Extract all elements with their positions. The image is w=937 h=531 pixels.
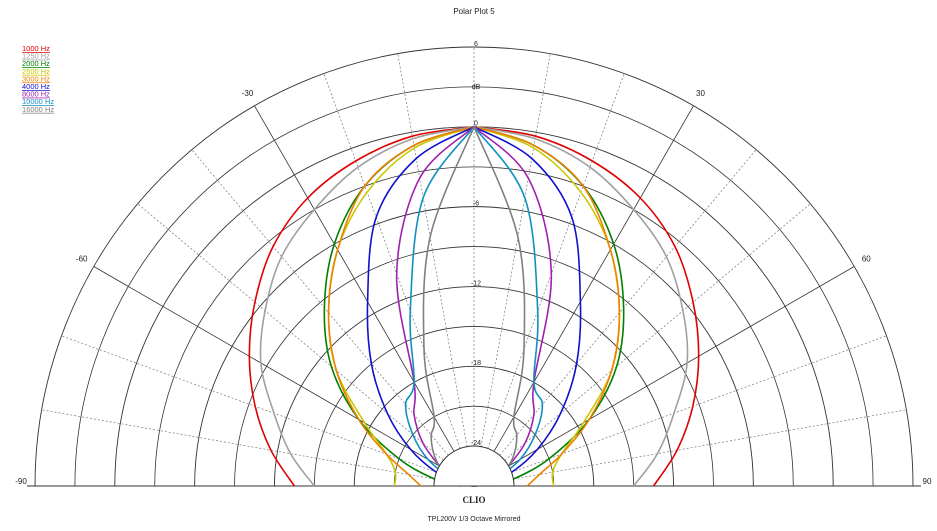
polar-curve bbox=[395, 126, 475, 487]
legend-entry: 16000 Hz bbox=[22, 105, 54, 114]
angle-grid-line bbox=[480, 53, 551, 447]
r-unit: dB bbox=[472, 84, 481, 91]
angle-grid-line bbox=[397, 53, 468, 447]
legend-entry: 10000 Hz bbox=[22, 97, 54, 106]
legend-entry: 8000 Hz bbox=[22, 90, 50, 99]
angle-grid-line bbox=[504, 203, 811, 461]
angle-tick-label: -90 bbox=[15, 477, 27, 486]
r-tick-label: -18 bbox=[471, 360, 481, 367]
polar-curve bbox=[473, 126, 700, 487]
r-tick-label: 6 bbox=[474, 41, 478, 48]
polar-curve bbox=[473, 126, 553, 487]
center-hole bbox=[433, 445, 515, 487]
r-tick-label: -24 bbox=[471, 440, 481, 447]
r-tick-label: 0 bbox=[474, 121, 478, 128]
polar-curve bbox=[259, 126, 475, 487]
angle-grid-line bbox=[511, 335, 887, 473]
angle-grid-line bbox=[499, 149, 757, 456]
angle-tick-label: 30 bbox=[696, 89, 705, 98]
chart-subtitle: TPL200V 1/3 Octave Mirrored bbox=[428, 516, 521, 523]
ring-grid bbox=[34, 46, 914, 487]
ring-grid bbox=[154, 166, 794, 487]
polar-curve bbox=[473, 126, 621, 487]
ring-grid bbox=[74, 86, 874, 487]
polar-curve bbox=[473, 126, 689, 487]
polar-curve bbox=[327, 126, 475, 487]
legend-entry: 2500 Hz bbox=[22, 67, 50, 76]
angle-grid-line bbox=[323, 73, 461, 449]
angle-tick-label: 60 bbox=[862, 255, 871, 264]
legend-entry: 4000 Hz bbox=[22, 82, 50, 91]
polar-curve bbox=[327, 126, 475, 487]
angle-tick-label: -30 bbox=[242, 89, 254, 98]
polar-curve bbox=[473, 126, 582, 487]
ring-grid bbox=[393, 405, 555, 487]
angle-grid-line bbox=[487, 73, 625, 449]
legend-entry: 1250 Hz bbox=[22, 52, 50, 61]
chart-title: Polar Plot 5 bbox=[453, 7, 495, 16]
angle-tick-label: -60 bbox=[76, 255, 88, 264]
angle-grid-line bbox=[191, 149, 449, 456]
ring-grid bbox=[274, 286, 674, 487]
polar-curve bbox=[404, 126, 475, 487]
legend-entry: 3000 Hz bbox=[22, 74, 50, 83]
polar-curve bbox=[473, 126, 621, 487]
angle-grid-line bbox=[513, 409, 907, 480]
angle-tick-label: 90 bbox=[923, 477, 932, 486]
polar-curve bbox=[473, 126, 544, 487]
ring-grid bbox=[194, 206, 754, 487]
legend-entry: 2000 Hz bbox=[22, 59, 50, 68]
angle-grid-line bbox=[137, 203, 444, 461]
r-tick-label: -12 bbox=[471, 280, 481, 287]
brand: CLIO bbox=[462, 495, 485, 505]
r-tick-label: -6 bbox=[473, 200, 479, 207]
angle-grid-line bbox=[41, 409, 435, 480]
ring-grid bbox=[313, 325, 635, 487]
polar-curve bbox=[248, 126, 475, 487]
legend-entry: 1000 Hz bbox=[22, 44, 50, 53]
polar-curve bbox=[366, 126, 475, 487]
angle-grid-line bbox=[61, 335, 437, 473]
